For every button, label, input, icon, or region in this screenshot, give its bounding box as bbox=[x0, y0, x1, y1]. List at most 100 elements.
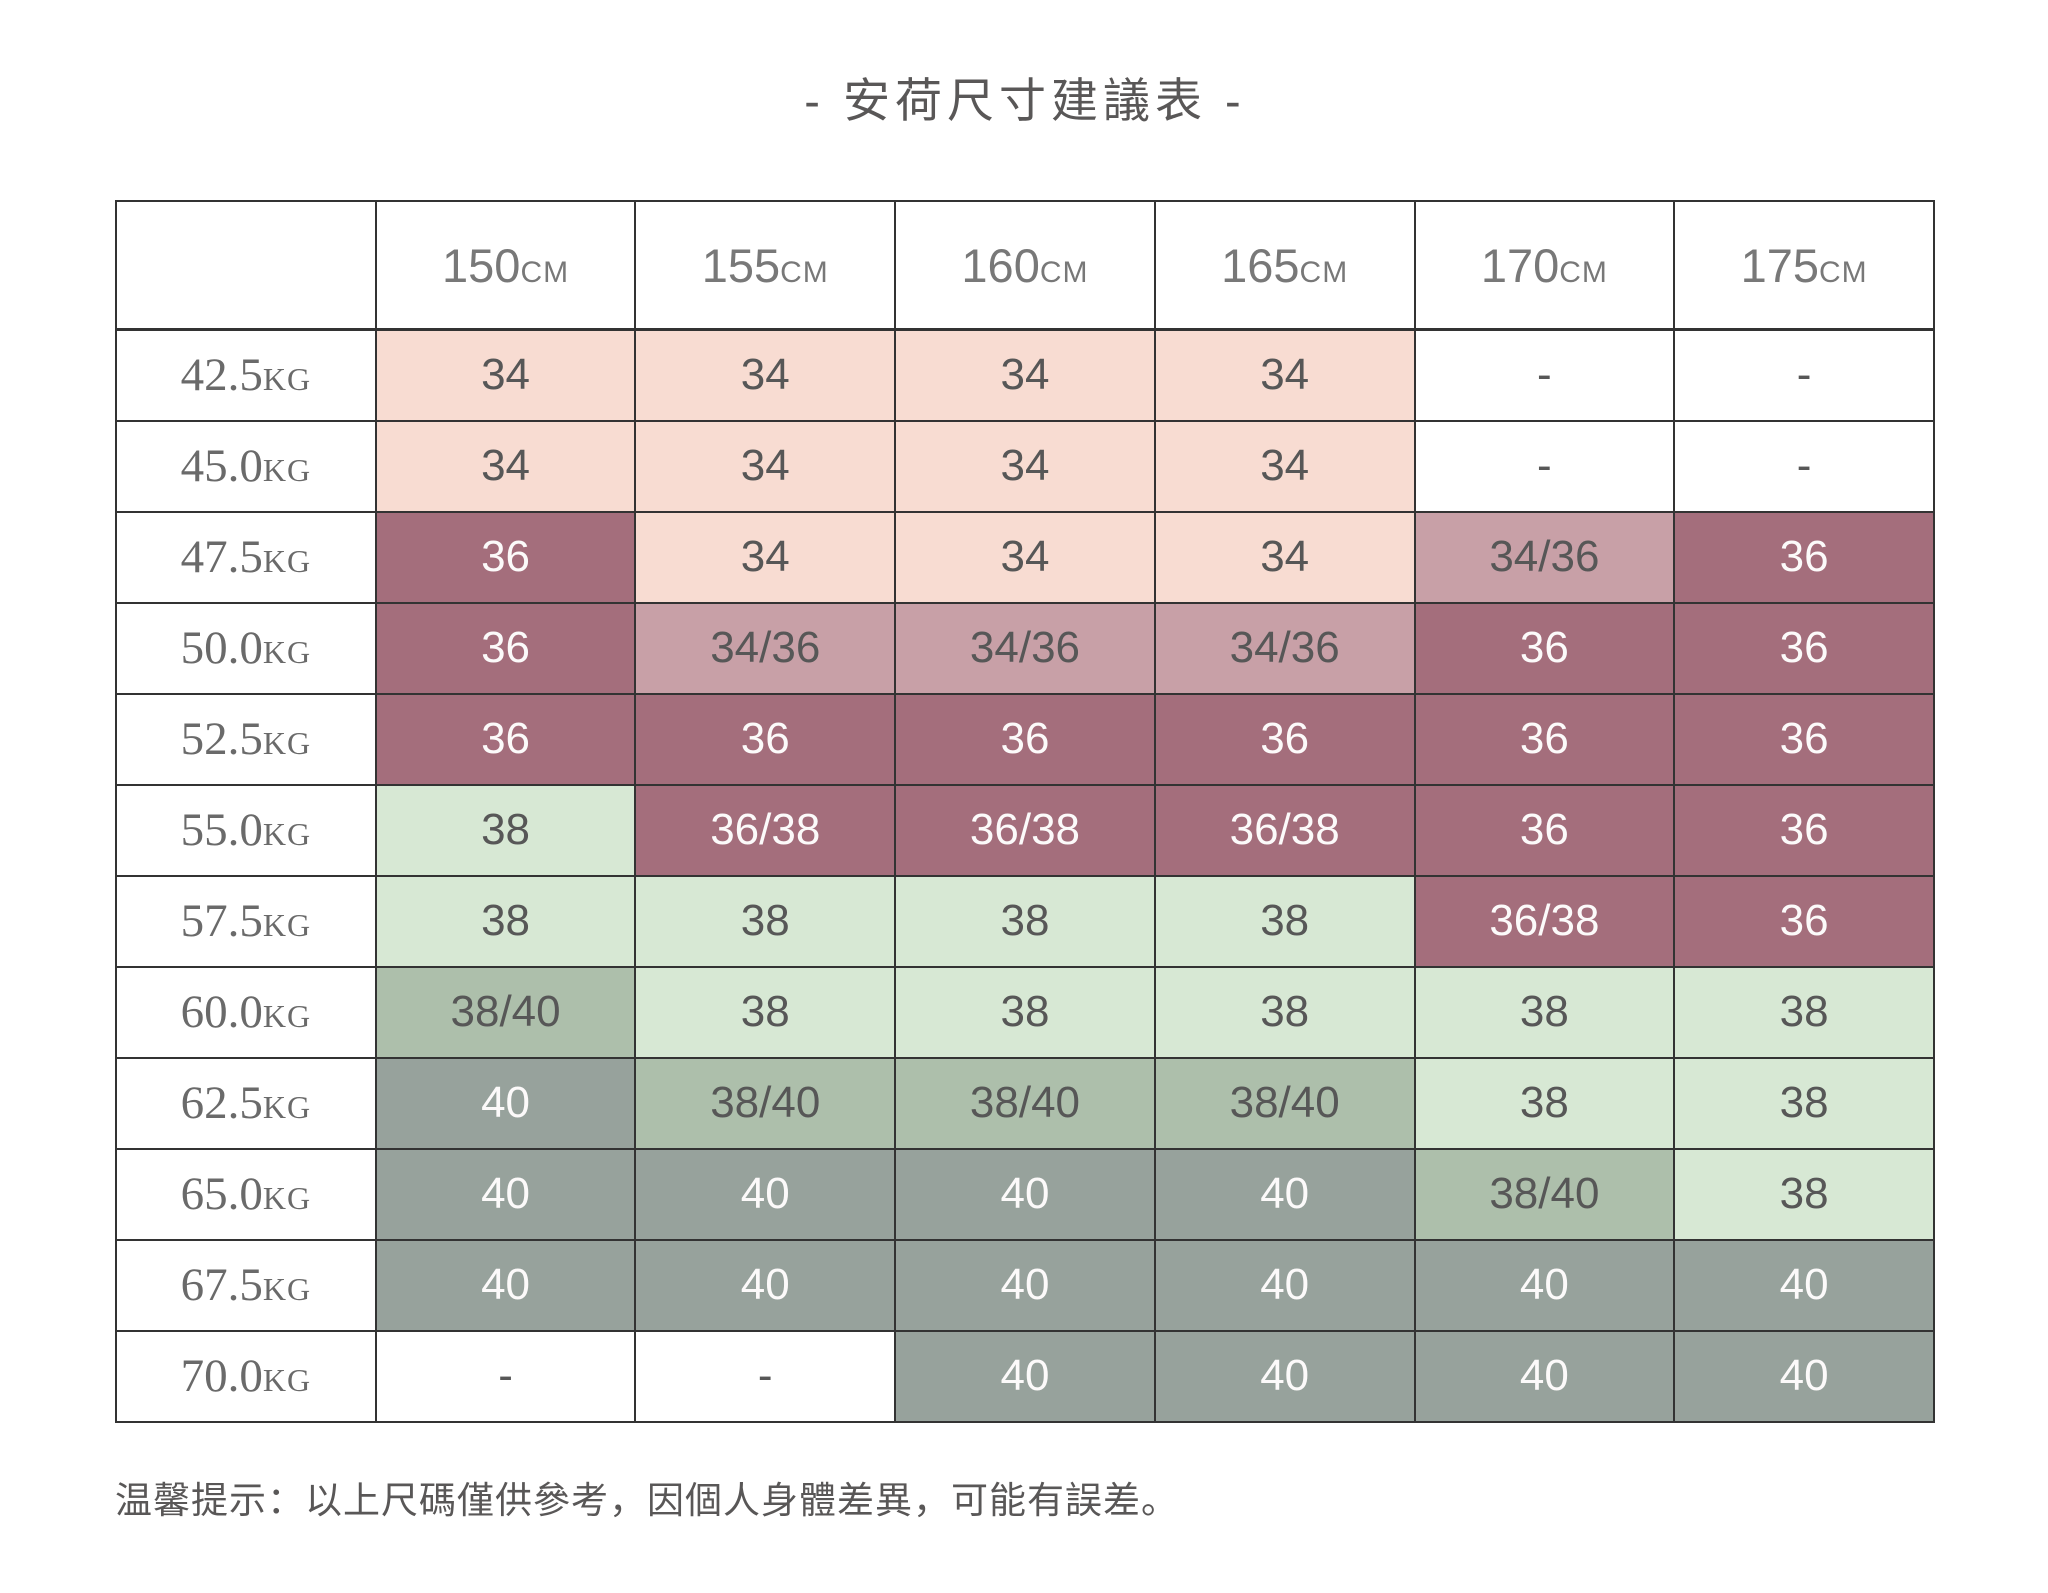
size-cell: 36 bbox=[1413, 692, 1676, 786]
weight-label: 47.5KG bbox=[115, 510, 377, 604]
size-table-header: 150CM 155CM 160CM 165CM 170CM 175CM bbox=[115, 200, 1935, 331]
table-row: 60.0KG 38/40 38 38 38 38 38 bbox=[115, 965, 1935, 1059]
table-row: 57.5KG 38 38 38 38 36/38 36 bbox=[115, 874, 1935, 968]
size-cell: 34 bbox=[634, 328, 897, 422]
size-cell: 38 bbox=[374, 783, 637, 877]
height-value: 150 bbox=[442, 238, 521, 292]
weight-value: 52.5 bbox=[180, 713, 263, 765]
size-cell: 40 bbox=[1413, 1238, 1676, 1332]
height-unit: CM bbox=[1299, 255, 1349, 289]
weight-unit: KG bbox=[262, 1271, 312, 1307]
height-value: 155 bbox=[701, 238, 781, 292]
size-cell: 36 bbox=[374, 510, 637, 604]
size-cell: 34 bbox=[634, 510, 897, 604]
size-cell: 36 bbox=[634, 692, 897, 786]
size-cell: 36/38 bbox=[1153, 783, 1416, 877]
table-row: 65.0KG 40 40 40 40 38/40 38 bbox=[115, 1147, 1935, 1241]
size-table: 150CM 155CM 160CM 165CM 170CM 175CM 42.5… bbox=[115, 200, 1935, 1423]
size-cell: 34 bbox=[1153, 328, 1416, 422]
size-cell: 34 bbox=[894, 328, 1156, 422]
weight-unit: KG bbox=[262, 725, 312, 761]
size-cell: 40 bbox=[1673, 1329, 1935, 1423]
weight-value: 42.5 bbox=[180, 349, 263, 402]
page-title: - 安荷尺寸建議表 - bbox=[804, 74, 1246, 127]
size-cell: 34 bbox=[634, 419, 897, 513]
size-cell: 36 bbox=[374, 601, 637, 695]
size-cell: 38/40 bbox=[1413, 1147, 1676, 1241]
table-row: 50.0KG 36 34/36 34/36 34/36 36 36 bbox=[115, 601, 1935, 695]
size-cell: 38/40 bbox=[634, 1056, 897, 1150]
weight-label: 42.5KG bbox=[115, 328, 377, 422]
weight-label: 50.0KG bbox=[115, 601, 377, 695]
size-cell: 38 bbox=[1413, 1056, 1676, 1150]
weight-unit: KG bbox=[262, 452, 312, 488]
weight-unit: KG bbox=[262, 816, 312, 852]
size-cell: 38 bbox=[894, 965, 1156, 1059]
size-cell: 36 bbox=[1673, 692, 1935, 786]
size-cell: 40 bbox=[634, 1238, 897, 1332]
size-cell: 36 bbox=[1673, 510, 1935, 604]
size-cell: - bbox=[1413, 419, 1676, 513]
height-header-165: 165CM bbox=[1153, 200, 1416, 331]
table-row: 52.5KG 36 36 36 36 36 36 bbox=[115, 692, 1935, 786]
size-cell: 34/36 bbox=[634, 601, 897, 695]
weight-label: 55.0KG bbox=[115, 783, 377, 877]
size-table-body: 42.5KG 34 34 34 34- -45.0KG 34 34 34 34- -47.5KG 36… bbox=[115, 328, 1935, 1423]
weight-label: 65.0KG bbox=[115, 1147, 377, 1241]
weight-label: 52.5KG bbox=[115, 692, 377, 786]
size-cell: 36/38 bbox=[894, 783, 1156, 877]
weight-value: 57.5 bbox=[180, 895, 263, 947]
size-cell: 40 bbox=[1153, 1238, 1416, 1332]
weight-unit: KG bbox=[262, 634, 312, 670]
size-cell: 34/36 bbox=[894, 601, 1156, 695]
weight-label: 60.0KG bbox=[115, 965, 377, 1059]
size-cell: 40 bbox=[1413, 1329, 1676, 1423]
size-cell: 40 bbox=[1153, 1147, 1416, 1241]
size-cell: 34 bbox=[374, 328, 637, 422]
size-cell: 40 bbox=[894, 1329, 1156, 1423]
weight-unit: KG bbox=[262, 1089, 312, 1125]
size-cell: 38/40 bbox=[1153, 1056, 1416, 1150]
weight-unit: KG bbox=[262, 1362, 312, 1398]
corner-cell bbox=[115, 200, 377, 331]
weight-label: 70.0KG bbox=[115, 1329, 377, 1423]
table-row: 42.5KG 34 34 34 34- - bbox=[115, 328, 1935, 422]
size-cell: - bbox=[1413, 328, 1676, 422]
table-row: 70.0KG - -40 40 40 40 bbox=[115, 1329, 1935, 1423]
weight-value: 50.0 bbox=[180, 622, 263, 674]
size-cell: - bbox=[374, 1329, 637, 1423]
size-cell: 38 bbox=[1673, 1147, 1935, 1241]
size-cell: 40 bbox=[374, 1147, 637, 1241]
weight-label: 62.5KG bbox=[115, 1056, 377, 1150]
table-row: 67.5KG 40 40 40 40 40 40 bbox=[115, 1238, 1935, 1332]
size-cell: 40 bbox=[374, 1238, 637, 1332]
size-cell: 36 bbox=[894, 692, 1156, 786]
size-cell: 40 bbox=[1153, 1329, 1416, 1423]
size-cell: 38 bbox=[1153, 874, 1416, 968]
size-cell: - bbox=[1673, 419, 1935, 513]
weight-value: 45.0 bbox=[180, 440, 263, 492]
weight-value: 70.0 bbox=[180, 1350, 263, 1402]
size-cell: 36 bbox=[1413, 601, 1676, 695]
weight-label: 57.5KG bbox=[115, 874, 377, 968]
weight-unit: KG bbox=[262, 998, 312, 1034]
size-cell: 36/38 bbox=[634, 783, 897, 877]
size-cell: 34 bbox=[1153, 510, 1416, 604]
size-cell: 34 bbox=[1153, 419, 1416, 513]
height-header-160: 160CM bbox=[894, 200, 1156, 331]
height-unit: CM bbox=[520, 255, 570, 289]
size-cell: 36 bbox=[1673, 874, 1935, 968]
height-unit: CM bbox=[780, 255, 829, 289]
size-cell: 38 bbox=[634, 965, 897, 1059]
size-cell: 36 bbox=[1673, 783, 1935, 877]
size-cell: 40 bbox=[1673, 1238, 1935, 1332]
weight-value: 60.0 bbox=[180, 986, 263, 1038]
size-cell: 34 bbox=[374, 419, 637, 513]
weight-unit: KG bbox=[262, 543, 312, 579]
height-header-150: 150CM bbox=[374, 200, 637, 331]
size-cell: 38 bbox=[374, 874, 637, 968]
size-cell: 38 bbox=[1673, 1056, 1935, 1150]
height-value: 165 bbox=[1221, 238, 1300, 292]
size-cell: 36/38 bbox=[1413, 874, 1676, 968]
size-cell: - bbox=[634, 1329, 897, 1423]
